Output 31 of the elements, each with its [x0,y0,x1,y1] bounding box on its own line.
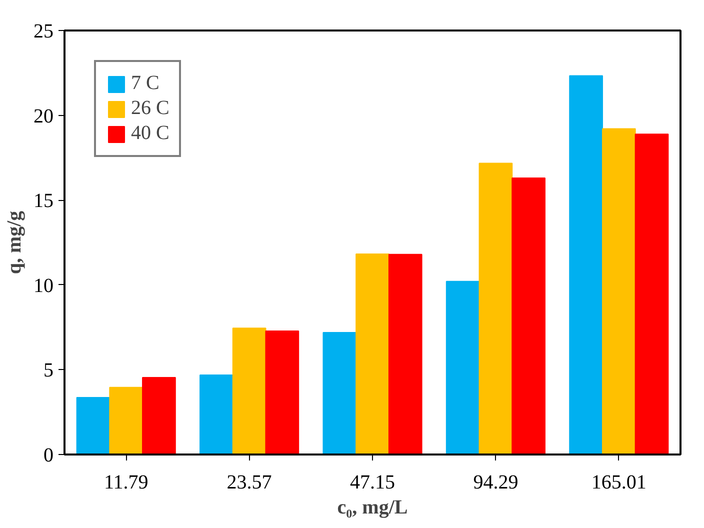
y-tick-label: 5 [44,360,54,382]
bar [512,178,546,454]
bar [446,280,480,454]
legend-label: 26 C [131,97,170,120]
bar [265,330,300,454]
bar [200,374,234,454]
bar [388,254,422,454]
bar [142,377,176,454]
bar [322,332,357,454]
legend-label: 7 C [131,72,160,95]
bar [109,386,144,454]
bar [569,75,603,454]
y-tick-label: 10 [34,274,54,297]
bar [232,328,266,454]
y-tick-label: 0 [44,444,54,466]
bar [634,134,669,454]
x-tick-label: 11.79 [104,472,148,494]
y-axis-title: q, mg/g [4,210,26,274]
bar [478,162,513,454]
x-tick-label: 47.15 [350,472,395,494]
y-tick-label: 15 [34,190,54,212]
legend-label: 40 C [131,122,170,145]
y-tick-label: 25 [34,20,54,42]
bar [602,128,636,454]
bar [76,397,110,454]
x-axis-title: c₀, mg/L [337,496,408,518]
bar [356,254,390,454]
y-tick-label: 20 [34,105,54,128]
x-tick-label: 23.57 [226,472,272,494]
x-tick-label: 165.01 [591,472,646,494]
x-tick-label: 94.29 [473,472,518,494]
